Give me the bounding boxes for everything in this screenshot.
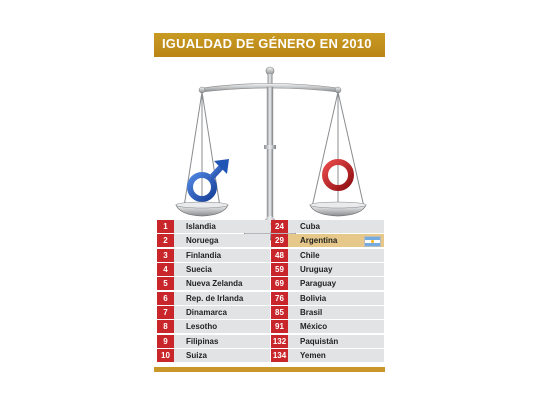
ranking-row: 1 Islandia xyxy=(157,220,270,233)
rankings-left-column: 1 Islandia 2 Noruega 3 Finlandia 4 Suecia 5 N… xyxy=(157,220,270,363)
rank-badge: 4 xyxy=(157,263,174,277)
country-name: Cuba xyxy=(300,222,320,231)
ranking-row: 24 Cuba xyxy=(271,220,384,233)
country-name: Finlandia xyxy=(186,250,222,260)
country-name: Yemen xyxy=(300,351,326,361)
country-name: Noruega xyxy=(186,236,219,246)
rankings-right-column: 24 Cuba 29 Argentina 48 Chile 59 Uruguay 69 P… xyxy=(271,220,384,363)
rank-badge: 24 xyxy=(271,220,288,233)
rank-badge: 5 xyxy=(157,277,174,291)
left-scale-pan xyxy=(175,201,229,217)
country-name: Lesotho xyxy=(186,322,218,332)
rank-badge: 76 xyxy=(271,291,288,305)
left-pan-chains xyxy=(183,91,221,208)
rank-badge: 29 xyxy=(271,234,288,248)
rank-badge: 1 xyxy=(157,220,174,233)
rank-badge: 85 xyxy=(271,306,288,320)
rank-badge: 8 xyxy=(157,320,174,334)
ranking-row: 3 Finlandia xyxy=(157,248,270,262)
ranking-row: 48 Chile xyxy=(271,248,384,262)
rank-badge: 91 xyxy=(271,320,288,334)
country-name: Suiza xyxy=(186,351,207,361)
country-name: Chile xyxy=(300,250,320,260)
country-name: Paquistán xyxy=(300,336,339,346)
country-name: Rep. de Irlanda xyxy=(186,293,244,303)
rank-badge: 132 xyxy=(271,334,288,348)
argentina-flag-icon xyxy=(364,236,381,248)
right-scale-pan xyxy=(309,201,367,217)
rank-badge: 9 xyxy=(157,334,174,348)
ranking-row: 91 México xyxy=(271,320,384,334)
ranking-row: 59 Uruguay xyxy=(271,263,384,277)
country-name: Paraguay xyxy=(300,279,337,289)
country-name: México xyxy=(300,322,328,332)
country-name: Suecia xyxy=(186,265,212,275)
ranking-row: 10 Suiza xyxy=(157,349,270,363)
country-name: Brasil xyxy=(300,308,323,318)
scale-pillar xyxy=(243,86,297,241)
country-name: Filipinas xyxy=(186,336,219,346)
ranking-row: 7 Dinamarca xyxy=(157,306,270,320)
rank-badge: 10 xyxy=(157,349,174,363)
ranking-row: 85 Brasil xyxy=(271,306,384,320)
country-name: Uruguay xyxy=(300,265,333,275)
ranking-row-highlighted: 29 Argentina xyxy=(271,234,384,248)
rank-badge: 69 xyxy=(271,277,288,291)
ranking-row: 4 Suecia xyxy=(157,263,270,277)
ranking-row: 69 Paraguay xyxy=(271,277,384,291)
scale-knob xyxy=(265,66,275,86)
infographic-title: IGUALDAD DE GÉNERO EN 2010 xyxy=(162,36,372,51)
title-bar: IGUALDAD DE GÉNERO EN 2010 xyxy=(154,33,385,57)
rank-badge: 2 xyxy=(157,234,174,248)
ranking-row: 76 Bolivia xyxy=(271,291,384,305)
ranking-row: 134 Yemen xyxy=(271,349,384,363)
ranking-row: 2 Noruega xyxy=(157,234,270,248)
country-name: Nueva Zelanda xyxy=(186,279,243,289)
country-name: Argentina xyxy=(300,236,338,246)
country-name: Dinamarca xyxy=(186,308,227,318)
balance-scale-illustration xyxy=(175,66,367,241)
ranking-row: 132 Paquistán xyxy=(271,334,384,348)
ranking-row: 5 Nueva Zelanda xyxy=(157,277,270,291)
rank-badge: 7 xyxy=(157,306,174,320)
bottom-bar xyxy=(154,367,385,372)
gender-equality-infographic: IGUALDAD DE GÉNERO EN 2010 xyxy=(154,33,385,372)
rank-badge: 6 xyxy=(157,291,174,305)
rank-badge: 48 xyxy=(271,248,288,262)
rank-badge: 134 xyxy=(271,349,288,363)
flag-sun-icon xyxy=(371,240,374,244)
rank-badge: 59 xyxy=(271,263,288,277)
country-name: Islandia xyxy=(186,222,216,231)
ranking-row: 9 Filipinas xyxy=(157,334,270,348)
country-name: Bolivia xyxy=(300,293,327,303)
rank-badge: 3 xyxy=(157,248,174,262)
male-symbol-icon xyxy=(187,159,229,202)
ranking-row: 6 Rep. de Irlanda xyxy=(157,291,270,305)
ranking-row: 8 Lesotho xyxy=(157,320,270,334)
